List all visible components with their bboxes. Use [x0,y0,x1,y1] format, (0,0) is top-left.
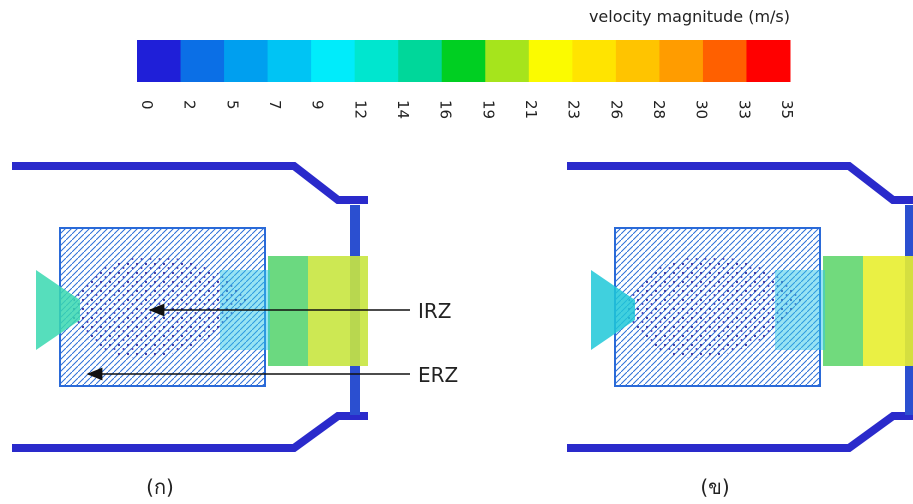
colorbar-segment [355,40,399,82]
colorbar-tick-label: 23 [565,100,583,119]
velocity-field [12,166,368,448]
colorbar-tick-label: 12 [351,100,369,119]
colorbar-tick-label: 30 [693,100,711,119]
wall [12,166,368,200]
colorbar-segment [572,40,616,82]
colorbar: 0 2 5 7 9 12 14 16 19 21 23 26 28 30 33 35 [137,40,796,119]
colorbar-segment [181,40,225,82]
colorbar-tick-label: 9 [309,100,327,110]
colorbar-tick-label: 0 [138,100,156,110]
colorbar-tick-label: 5 [223,100,241,110]
annotation: IRZ [418,299,452,323]
wall [567,416,913,448]
colorbar-tick-label: 21 [522,100,540,119]
colorbar-tick-label: 35 [778,100,796,119]
wall [12,416,368,448]
colorbar-segment [442,40,486,82]
colorbar-segment [746,40,790,82]
colorbar-segment [224,40,268,82]
colorbar-tick-label: 14 [394,100,412,119]
colorbar-tick-label: 7 [266,100,284,110]
colorbar-tick-label: 2 [181,100,199,110]
annotation: ERZ [418,363,458,387]
colorbar-segment [137,40,181,82]
colorbar-tick-label: 26 [607,100,625,119]
colorbar-segment [311,40,355,82]
colorbar-tick-label: 16 [437,100,455,119]
panels [12,166,913,448]
colorbar-segment [659,40,703,82]
colorbar-tick-label: 19 [479,100,497,119]
colorbar-tick-label: 33 [735,100,753,119]
colorbar-segment [398,40,442,82]
wall [567,166,913,200]
colorbar-segment [529,40,573,82]
colorbar-tick-label: 28 [650,100,668,119]
colorbar-segment [703,40,747,82]
inner-flow [775,270,825,350]
figure: velocity magnitude (m/s) 0 2 5 7 9 12 14 16 19 21… [0,0,913,504]
colorbar-segment [616,40,660,82]
panel-label: (ข) [700,475,729,499]
velocity-field [567,166,913,448]
colorbar-title: velocity magnitude (m/s) [589,7,790,26]
colorbar-segment [268,40,312,82]
outlet-flow [823,256,863,366]
colorbar-segment [485,40,529,82]
panel-label: (ก) [146,475,174,499]
outlet-flow [268,256,308,366]
